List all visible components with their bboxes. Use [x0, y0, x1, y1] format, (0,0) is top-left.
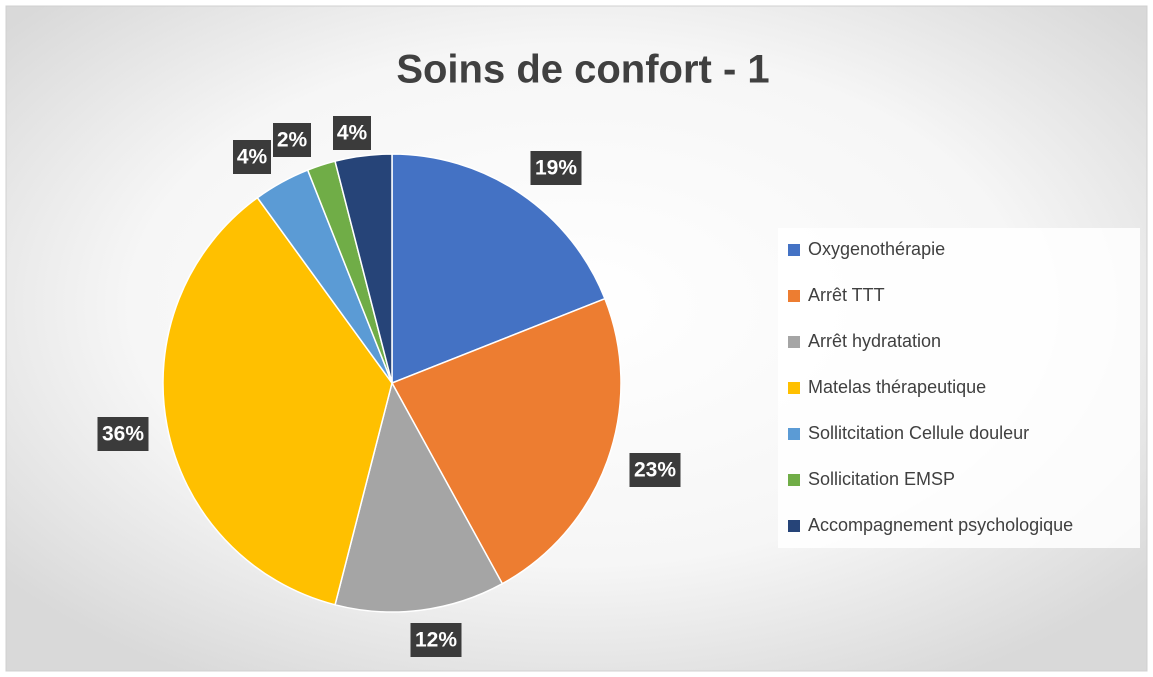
- legend-label: Oxygenothérapie: [808, 239, 945, 259]
- data-label: 2%: [277, 129, 308, 152]
- legend-label: Arrêt TTT: [808, 285, 885, 305]
- data-label: 4%: [237, 146, 268, 169]
- data-label-box: [629, 453, 681, 487]
- legend-label: Sollitcitation Cellule douleur: [808, 423, 1029, 443]
- pie-slice: [391, 153, 606, 385]
- legend: [778, 228, 1140, 548]
- chart-title: Soins de confort - 1: [396, 48, 769, 92]
- legend-swatch: [788, 290, 800, 302]
- legend-label: Matelas thérapeutique: [808, 377, 986, 397]
- legend-label: Arrêt hydratation: [808, 331, 941, 351]
- legend-swatch: [788, 244, 800, 256]
- legend-label: Sollicitation EMSP: [808, 469, 955, 489]
- pie-slice: [162, 196, 393, 606]
- data-label-box: [233, 140, 271, 174]
- data-label: 23%: [634, 459, 676, 482]
- data-label: 19%: [535, 157, 577, 180]
- legend-swatch: [788, 520, 800, 532]
- pie-slice: [334, 153, 393, 384]
- legend-swatch: [788, 428, 800, 440]
- data-label-box: [273, 123, 311, 157]
- data-label-box: [530, 151, 582, 185]
- data-label-box: [333, 116, 371, 150]
- data-label: 4%: [337, 122, 368, 145]
- pie-slice: [334, 380, 504, 613]
- data-label: 36%: [102, 423, 144, 446]
- legend-swatch: [788, 382, 800, 394]
- legend-swatch: [788, 336, 800, 348]
- data-label-box: [410, 623, 462, 657]
- pie-slice: [390, 297, 622, 585]
- data-label-box: [97, 417, 149, 451]
- data-label: 12%: [415, 629, 457, 652]
- legend-label: Accompagnement psychologique: [808, 515, 1073, 535]
- legend-swatch: [788, 474, 800, 486]
